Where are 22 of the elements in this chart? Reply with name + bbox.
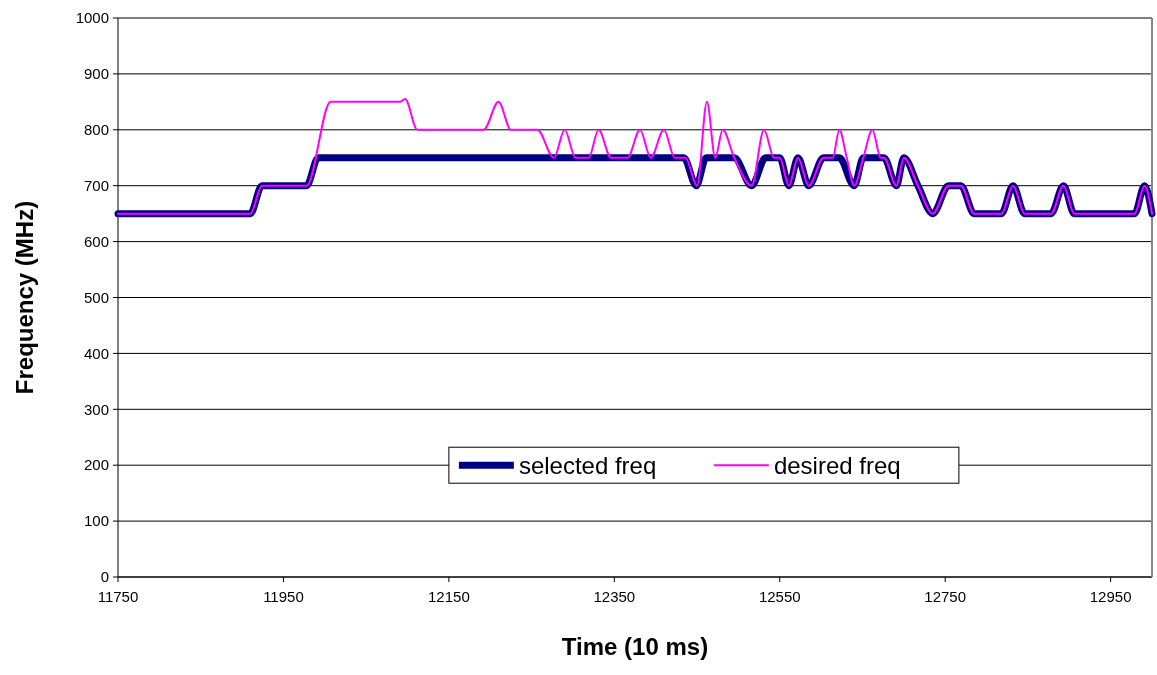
y-tick-label: 100 [83, 512, 109, 530]
y-tick-label: 500 [83, 288, 109, 306]
x-tick-label: 12350 [593, 588, 636, 605]
y-tick-label: 700 [83, 176, 109, 194]
legend-label: desired freq [773, 451, 901, 479]
x-tick-label: 11950 [263, 588, 304, 605]
x-tick-label: 12950 [1089, 588, 1132, 605]
x-tick-label: 11750 [97, 588, 139, 605]
y-tick-label: 800 [83, 121, 109, 139]
y-tick-label: 0 [100, 568, 109, 586]
legend-label: selected freq [518, 451, 657, 479]
y-tick-label: 600 [83, 232, 109, 250]
x-tick-label: 12750 [924, 588, 967, 605]
x-axis-title: Time (10 ms) [561, 633, 709, 660]
y-tick-label: 400 [83, 344, 109, 362]
x-tick-label: 12550 [758, 588, 801, 605]
y-tick-label: 1000 [75, 9, 109, 27]
y-tick-label: 200 [83, 456, 109, 474]
y-axis-title: Frequency (MHz) [11, 200, 38, 395]
x-tick-label: 12150 [428, 588, 470, 605]
y-tick-label: 300 [83, 400, 109, 418]
y-tick-label: 900 [83, 65, 109, 83]
